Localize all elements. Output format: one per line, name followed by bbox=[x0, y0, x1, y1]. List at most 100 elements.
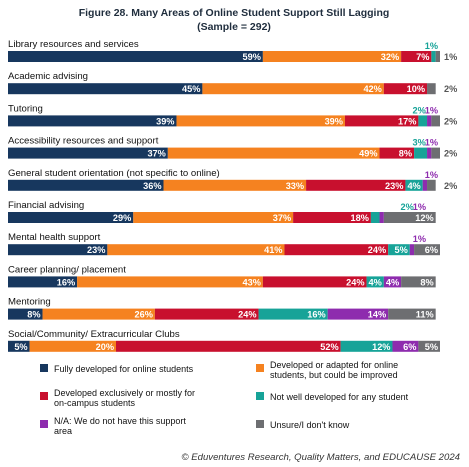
data-label: 12% bbox=[415, 213, 433, 223]
bar-segment bbox=[370, 212, 380, 223]
data-label: 2% bbox=[413, 105, 426, 115]
bar-segment bbox=[414, 147, 428, 159]
bar-segment bbox=[431, 147, 440, 159]
bar-segment bbox=[293, 212, 371, 223]
bar-segment bbox=[42, 308, 155, 320]
bar-segment bbox=[163, 179, 307, 191]
data-label: 5% bbox=[425, 342, 438, 352]
chart-title: Figure 28. Many Areas of Online Student … bbox=[79, 7, 390, 19]
bar-segment bbox=[431, 51, 436, 62]
data-label: 14% bbox=[368, 310, 386, 320]
category-label: Financial advising bbox=[8, 200, 84, 211]
bar-segment bbox=[383, 212, 436, 223]
legend-label: Developed exclusively or mostly for on-ca… bbox=[54, 388, 195, 408]
bar-segment bbox=[379, 147, 415, 159]
data-label: 33% bbox=[286, 181, 304, 191]
bar-segment bbox=[8, 276, 78, 288]
data-label: 1% bbox=[444, 52, 457, 62]
category-label: General student orientation (not specifi… bbox=[8, 168, 220, 179]
data-label: 8% bbox=[27, 310, 40, 320]
data-label: 2% bbox=[444, 84, 457, 94]
data-label: 1% bbox=[425, 170, 438, 180]
legend-label: Unsure/I don't know bbox=[270, 420, 350, 430]
bar-segment bbox=[258, 308, 328, 320]
legend-item-not-well-developed-for-any-student: Not well developed for any student bbox=[256, 392, 409, 402]
bar-segment bbox=[435, 51, 440, 62]
data-label: 12% bbox=[372, 342, 390, 352]
data-label: 52% bbox=[320, 342, 338, 352]
data-label: 1% bbox=[425, 105, 438, 115]
bar-row-financial-advising: Financial advising 29% 37% 18% 12%1%2% bbox=[8, 200, 436, 223]
data-label: 23% bbox=[385, 181, 403, 191]
bar-segment bbox=[8, 244, 108, 256]
data-label: 24% bbox=[346, 277, 364, 287]
bar-segment bbox=[154, 308, 259, 320]
bar-segment bbox=[414, 244, 440, 256]
bar-segment bbox=[340, 340, 393, 352]
data-label: 6% bbox=[425, 245, 438, 255]
bar-segment bbox=[366, 276, 384, 288]
bar-segment bbox=[383, 276, 402, 288]
bar-segment bbox=[388, 308, 436, 320]
data-label: 4% bbox=[386, 277, 399, 287]
bar-segment bbox=[202, 83, 384, 95]
legend-item-unsure-i-don-t-know: Unsure/I don't know bbox=[256, 420, 350, 430]
bar-row-social-community-extracurricular-clubs: Social/Community/ Extracurricular Clubs 5… bbox=[8, 329, 440, 352]
data-label: 2% bbox=[401, 202, 414, 212]
bar-segment bbox=[8, 147, 168, 159]
data-label: 7% bbox=[416, 52, 429, 62]
legend-item-developed-or-adapted-for-online-students-but-could-be-improved: Developed or adapted for online students,… bbox=[256, 360, 398, 380]
data-label: 36% bbox=[143, 181, 161, 191]
bar-segment bbox=[427, 179, 436, 191]
bar-segment bbox=[383, 83, 428, 95]
data-label: 42% bbox=[363, 84, 381, 94]
bar-segment bbox=[8, 340, 30, 352]
bar-segment bbox=[77, 276, 263, 288]
category-label: Accessibility resources and support bbox=[8, 136, 159, 147]
data-label: 45% bbox=[182, 84, 200, 94]
chart-subtitle: (Sample = 292) bbox=[197, 21, 271, 33]
bar-segment bbox=[327, 308, 389, 320]
data-label: 43% bbox=[242, 277, 260, 287]
category-label: Library resources and services bbox=[8, 39, 139, 50]
data-label: 49% bbox=[359, 149, 377, 159]
data-label: 11% bbox=[416, 310, 434, 320]
bar-segment bbox=[306, 179, 406, 191]
bar-segment bbox=[401, 51, 432, 62]
bar-segment bbox=[418, 340, 440, 352]
data-label: 24% bbox=[238, 310, 256, 320]
category-label: Mental health support bbox=[8, 232, 101, 243]
bar-segment bbox=[405, 179, 423, 191]
data-label: 1% bbox=[413, 234, 426, 244]
data-label: 59% bbox=[242, 52, 260, 62]
bar-row-academic-advising: Academic advising 45% 42% 10% 2% bbox=[8, 71, 457, 95]
bar-segment bbox=[427, 115, 432, 127]
data-label: 5% bbox=[14, 342, 27, 352]
category-label: Social/Community/ Extracurricular Clubs bbox=[8, 329, 180, 340]
bar-segment bbox=[422, 179, 428, 191]
data-label: 16% bbox=[57, 277, 75, 287]
data-label: 18% bbox=[350, 213, 368, 223]
data-label: 2% bbox=[444, 116, 457, 126]
legend-swatch bbox=[40, 364, 48, 372]
legend-item-n-a-we-do-not-have-this-support-area: N/A: We do not have this support area bbox=[40, 416, 186, 436]
bar-segment bbox=[167, 147, 380, 159]
data-label: 17% bbox=[398, 116, 416, 126]
bar-segment bbox=[262, 276, 367, 288]
data-label: 26% bbox=[134, 310, 152, 320]
data-label: 16% bbox=[307, 310, 325, 320]
bar-segment bbox=[401, 276, 436, 288]
data-label: 1% bbox=[425, 41, 438, 51]
legend-swatch bbox=[256, 392, 264, 400]
legend-label: N/A: We do not have this support area bbox=[54, 416, 186, 436]
bar-segment bbox=[392, 340, 419, 352]
bar-segment bbox=[8, 212, 134, 223]
bar-segment bbox=[418, 115, 428, 127]
legend-item-fully-developed-for-online-students: Fully developed for online students bbox=[40, 364, 194, 374]
bar-segment bbox=[8, 179, 164, 191]
data-label: 37% bbox=[273, 213, 291, 223]
legend-label: Developed or adapted for online students,… bbox=[270, 360, 398, 380]
data-label: 37% bbox=[147, 149, 165, 159]
